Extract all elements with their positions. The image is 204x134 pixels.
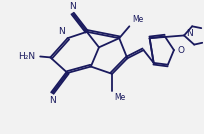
Text: N: N [69,2,76,11]
Text: Me: Me [132,15,143,24]
Text: N: N [49,96,56,105]
Text: N: N [186,29,193,38]
Text: Me: Me [115,93,126,102]
Text: O: O [177,46,185,55]
Text: N: N [58,27,64,36]
Text: H₂N: H₂N [18,52,35,61]
